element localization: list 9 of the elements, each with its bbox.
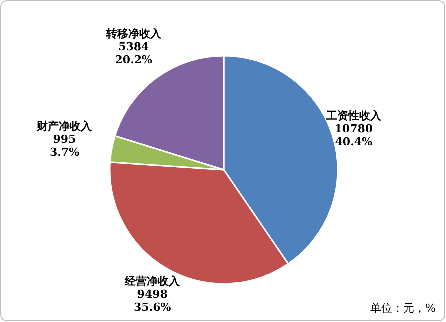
slice-label: 经营净收入 [124, 274, 182, 288]
data-label: 10780 40.4% [334, 122, 374, 149]
slice-label: 工资性收入 [325, 110, 382, 123]
data-label: 995 3.7% [50, 133, 80, 160]
data-label: 9498 35.6% [134, 288, 172, 314]
slice-label: 转移净收入 [105, 27, 162, 40]
slice-label: 财产净收入 [36, 120, 94, 134]
text: 单位：元，% [370, 302, 436, 315]
data-label: 5384 20.2% [115, 40, 154, 66]
